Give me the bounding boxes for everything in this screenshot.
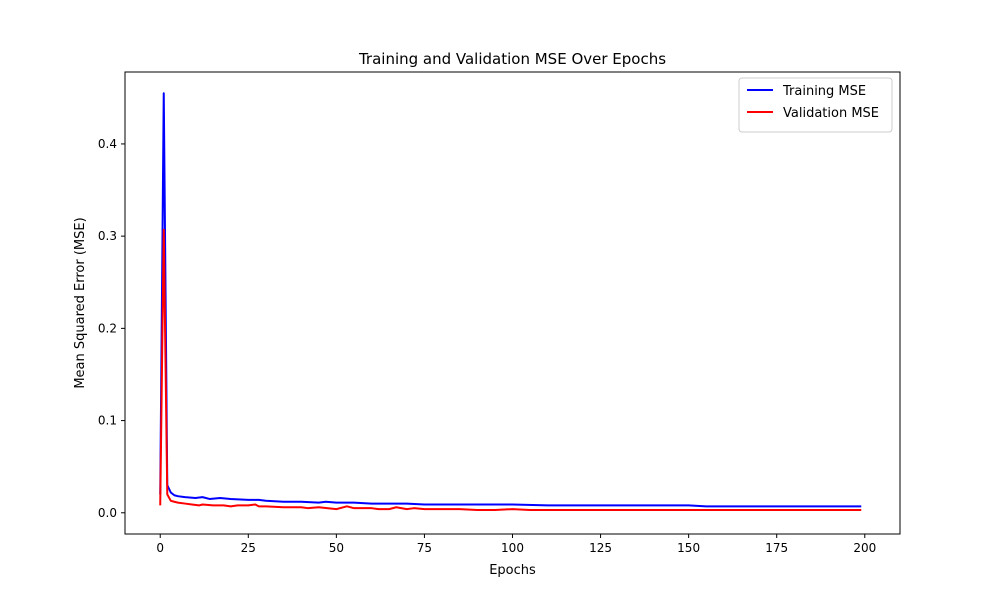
legend-box (738, 77, 893, 133)
x-axis-label: Epochs (489, 563, 536, 578)
series-line-0 (159, 92, 862, 508)
legend: Training MSE Validation MSE (738, 77, 893, 133)
x-tick-label: 175 (765, 541, 788, 555)
y-axis-label: Mean Squared Error (MSE) (73, 217, 88, 388)
legend-label-0: Training MSE (782, 84, 866, 99)
y-tick-label: 0.1 (98, 414, 117, 428)
x-tick-label: 0 (156, 541, 164, 555)
y-tick-label: 0.3 (98, 229, 117, 243)
y-tick-label: 0.2 (98, 321, 117, 335)
x-tick-label: 150 (677, 541, 700, 555)
x-tick-label: 125 (589, 541, 612, 555)
x-tick-label: 50 (329, 541, 344, 555)
x-axis-ticks: 0 25 50 75 100 125 150 175 200 (156, 534, 876, 555)
x-tick-label: 75 (417, 541, 432, 555)
y-tick-label: 0.4 (98, 137, 117, 151)
series-line-1 (159, 228, 862, 512)
y-axis-ticks: 0.0 0.1 0.2 0.3 0.4 (98, 137, 125, 520)
x-tick-label: 25 (241, 541, 256, 555)
plot-series-group (159, 92, 862, 512)
x-tick-label: 100 (501, 541, 524, 555)
legend-label-1: Validation MSE (783, 106, 879, 121)
y-tick-label: 0.0 (98, 506, 117, 520)
chart-title: Training and Validation MSE Over Epochs (358, 50, 666, 68)
x-tick-label: 200 (853, 541, 876, 555)
